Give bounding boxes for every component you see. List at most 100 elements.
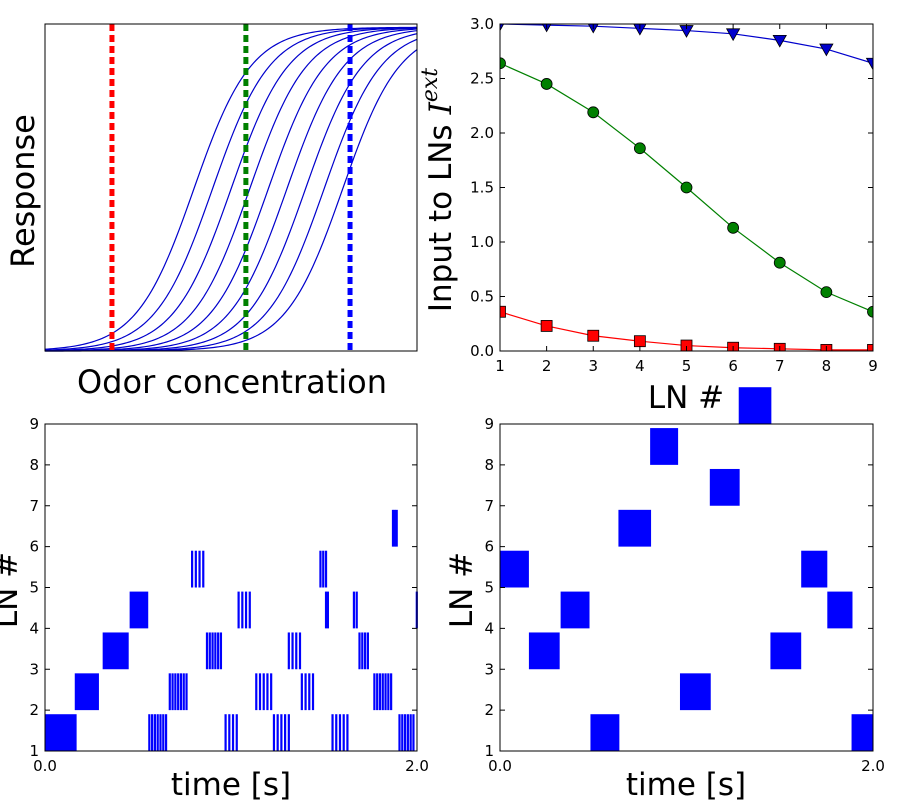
data-point-triangle [772,34,787,48]
y-tick-label: 6 [484,538,494,556]
ln-input-ylabel-symbol: I [423,101,459,115]
x-tick-label: 9 [868,357,878,375]
spike-mark [266,673,269,711]
spike-mark [214,632,217,670]
data-point-circle [773,256,786,269]
spike-mark [262,673,265,711]
dose-response-xlabel: Odor concentration [77,363,387,401]
sigmoid-curve [44,27,418,352]
spike-mark [241,591,244,629]
spike-mark [401,714,404,751]
spike-mark [153,714,157,751]
data-point-circle [587,106,600,119]
spike-mark [352,591,356,629]
activity-block [618,509,652,547]
spike-mark [156,714,159,751]
activity-block [129,591,149,629]
sigmoid-curve [45,38,418,352]
dose-response-frame [44,23,418,352]
spike-mark [244,591,248,629]
raster-left-panel: 1 2 3 4 5 6 7 8 9 0.0 2.0 time [s] LN # [0,415,429,800]
spike-mark [412,714,415,751]
y-tick-label: 2 [29,701,39,719]
spike-mark [366,632,369,670]
spike-mark [324,550,328,588]
ln-input-panel: 1 2 3 4 5 6 7 8 9 0.0 0.5 1.0 1.5 2.0 2.5 3.0 LN # Inpu… [418,15,878,416]
x-tick-label: 0.0 [33,757,57,775]
spike-mark [162,714,165,751]
dose-response-panel: Odor concentration Response [4,23,418,401]
spike-mark [378,673,382,711]
y-tick-label: 1.0 [470,233,494,251]
spike-mark [258,673,262,711]
spike-mark [211,632,214,670]
spike-mark [390,673,393,711]
raster-left-plot-area [45,509,418,751]
data-point-triangle [633,24,647,36]
spike-mark [295,632,298,670]
spike-mark [338,714,342,751]
x-tick-label: 4 [635,357,645,375]
y-tick-label: 9 [29,415,39,433]
activity-block [102,632,129,670]
activity-block [500,550,529,588]
y-tick-label: 2.5 [470,70,494,88]
ln-input-ylabel-text: Input to LNs [423,124,459,312]
y-tick-label: 2 [484,701,494,719]
spike-mark [287,714,290,751]
data-point-square [680,339,693,351]
spike-mark [185,673,188,711]
spike-mark [272,714,276,751]
activity-block [74,673,99,711]
x-tick-label: 7 [775,357,785,375]
dose-response-ylabel: Response [4,114,42,268]
data-point-circle [680,181,693,194]
spike-mark [324,591,328,629]
activity-block [827,591,853,629]
spike-mark [228,714,231,751]
spike-mark [395,509,398,547]
data-point-square [500,305,506,318]
data-point-triangle [819,43,834,57]
spike-mark [171,673,174,711]
raster-left-ylabel: LN # [0,552,25,628]
y-tick-label: 9 [484,415,494,433]
spike-mark [308,673,311,711]
activity-block [528,632,560,670]
y-tick-label: 2.0 [470,124,494,142]
spike-mark [311,673,315,711]
y-tick-label: 3.0 [470,15,494,33]
y-tick-label: 3 [484,660,494,678]
y-tick-label: 7 [29,497,39,515]
spike-mark [326,591,329,629]
activity-block [650,428,679,465]
spike-mark [376,673,379,711]
x-tick-label: 2 [542,357,552,375]
spike-mark [280,714,283,751]
spike-mark [182,673,185,711]
spike-mark [179,673,183,711]
spike-mark [284,714,287,751]
spike-mark [322,550,325,588]
y-tick-label: 3 [29,660,39,678]
spike-mark [205,632,209,670]
y-tick-label: 7 [484,497,494,515]
sigmoid-curve [44,27,418,352]
x-tick-label: 6 [728,357,738,375]
data-point-circle [500,57,506,70]
spike-mark [151,714,154,751]
spike-mark [270,673,273,711]
x-tick-label: 0.0 [488,757,512,775]
sigmoid-curve [45,49,418,352]
y-tick-label: 4 [29,619,39,637]
spike-mark [177,673,180,711]
spike-mark [409,714,412,751]
spike-mark [276,714,279,751]
spike-mark [304,673,307,711]
x-tick-label: 2.0 [405,757,429,775]
y-tick-label: 1 [29,742,39,760]
spike-mark [373,673,376,711]
spike-mark [398,714,401,751]
raster-right-plot-area [500,387,873,751]
spike-mark [384,673,387,711]
